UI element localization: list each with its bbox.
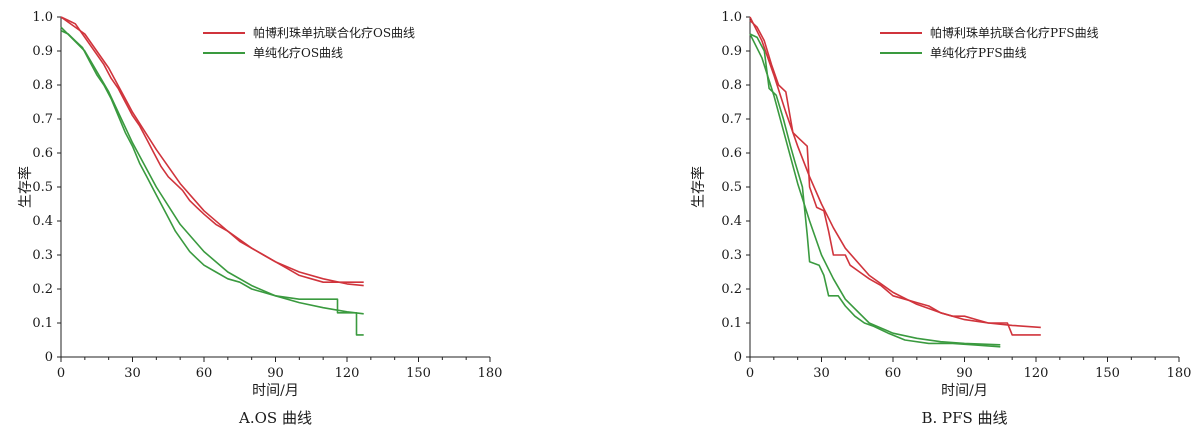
y-tick-label: 0: [45, 350, 53, 365]
x-tick-label: 60: [196, 366, 213, 381]
y-tick-label: 0.2: [32, 282, 53, 297]
x-axis-label: 时间/月: [252, 383, 299, 399]
y-tick-label: 0.4: [32, 214, 53, 229]
series-0-fit-line: [60, 16, 364, 287]
y-tick-label: 0.3: [32, 248, 53, 263]
y-tick-label: 0.7: [32, 112, 53, 127]
y-tick-label: 0.9: [721, 44, 742, 59]
y-tick-label: 0.5: [721, 180, 742, 195]
y-tick-label: 0.6: [721, 146, 742, 161]
chart-panel-a: 0 30 60 90 120 150 180 0 0.1 0.2 0.3 0.4 0.5 0.6 0.7 0.…: [17, 10, 502, 427]
panel-caption: A.OS 曲线: [238, 409, 312, 427]
y-axis-label: 生存率: [690, 166, 707, 208]
y-tick-label: 0.1: [721, 316, 742, 331]
legend-label: 帕博利珠单抗联合化疗PFS曲线: [930, 25, 1099, 40]
legend-label: 单纯化疗PFS曲线: [930, 46, 1027, 60]
panel-caption: B. PFS 曲线: [921, 409, 1007, 427]
y-tick-label: 0.8: [32, 78, 53, 93]
series-0-km-line: [60, 16, 364, 283]
y-tick-label: 0.5: [32, 180, 53, 195]
series-1-fit-line: [60, 26, 364, 315]
x-tick-label: 150: [1095, 366, 1120, 381]
x-axis-label: 时间/月: [941, 383, 988, 399]
y-tick-label: 0.3: [721, 248, 742, 263]
x-tick-label: 120: [335, 366, 360, 381]
y-tick-label: 0.2: [721, 282, 742, 297]
series-1-km-line: [60, 29, 364, 336]
x-tick-label: 60: [885, 366, 902, 381]
x-tick-label: 120: [1024, 366, 1049, 381]
series-1-fit-line: [749, 33, 1001, 346]
series-0-fit-line: [749, 16, 1041, 329]
x-tick-label: 90: [956, 366, 973, 381]
y-tick-label: 0.6: [32, 146, 53, 161]
y-tick-label: 0.4: [721, 214, 742, 229]
y-tick-label: 0.9: [32, 44, 53, 59]
x-tick-label: 180: [1167, 366, 1192, 381]
y-tick-label: 1.0: [721, 10, 742, 25]
legend-label: 单纯化疗OS曲线: [253, 46, 343, 60]
y-tick-label: 0.7: [721, 112, 742, 127]
x-tick-label: 90: [267, 366, 284, 381]
x-tick-label: 0: [57, 366, 65, 381]
chart-panel-b: 0 30 60 90 120 150 180 0 0.1 0.2 0.3 0.4 0.5 0.6 0.7 0.…: [690, 10, 1191, 427]
legend-label: 帕博利珠单抗联合化疗OS曲线: [253, 25, 415, 40]
x-tick-label: 30: [124, 366, 141, 381]
series-1-km-line: [749, 33, 1001, 348]
series-0-km-line: [749, 19, 1041, 336]
y-tick-label: 1.0: [32, 10, 53, 25]
y-tick-label: 0: [734, 350, 742, 365]
y-tick-label: 0.1: [32, 316, 53, 331]
y-tick-label: 0.8: [721, 78, 742, 93]
x-tick-label: 180: [478, 366, 503, 381]
x-tick-label: 30: [813, 366, 830, 381]
x-tick-label: 0: [746, 366, 754, 381]
y-axis-label: 生存率: [17, 166, 34, 208]
x-tick-label: 150: [406, 366, 431, 381]
